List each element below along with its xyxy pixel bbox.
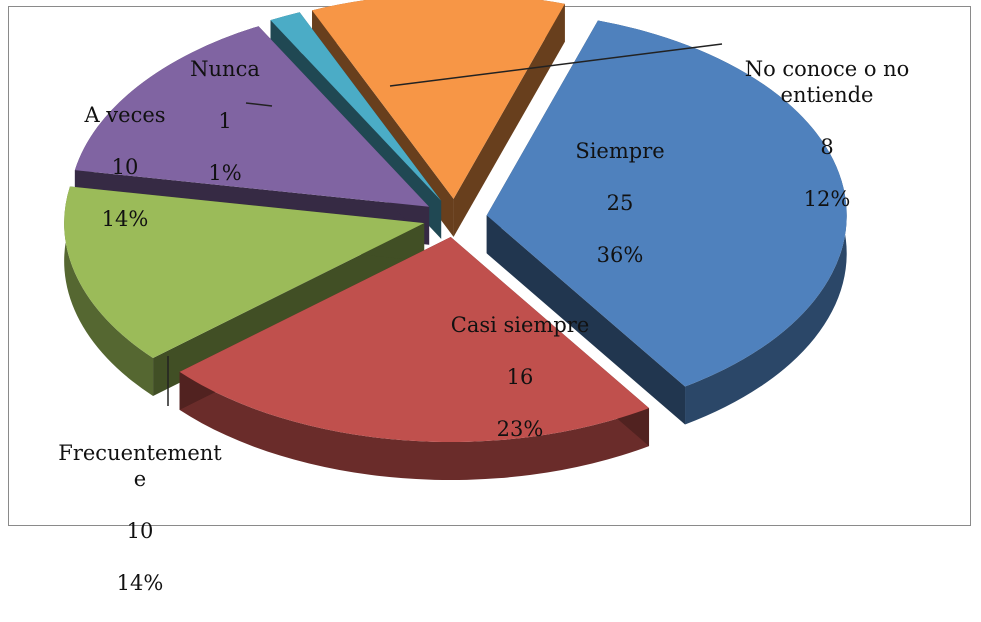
label-nunca-percent: 1% xyxy=(208,161,242,185)
label-nunca: Nunca 1 1% xyxy=(170,30,280,212)
label-siempre-name: Siempre xyxy=(575,139,665,163)
label-frecuentemente-value: 10 xyxy=(126,519,154,543)
label-siempre-percent: 36% xyxy=(596,243,644,267)
label-casi-siempre-name: Casi siempre xyxy=(450,313,590,337)
label-siempre-value: 25 xyxy=(606,191,634,215)
label-a-veces: A veces 10 14% xyxy=(60,76,190,258)
pie-slice-side-2 xyxy=(64,186,154,396)
label-casi-siempre-value: 16 xyxy=(506,365,534,389)
label-nunca-name: Nunca xyxy=(190,57,260,81)
label-a-veces-percent: 14% xyxy=(101,207,149,231)
label-no-conoce-value: 8 xyxy=(820,135,834,159)
label-casi-siempre: Casi siempre 16 23% xyxy=(410,286,630,468)
pie-slice-top-4 xyxy=(270,12,442,201)
pie-slice-0 xyxy=(486,20,847,425)
leader-line-no-conoce xyxy=(389,43,723,87)
label-frecuentemente-percent: 14% xyxy=(116,571,164,595)
pie-slice-top-3 xyxy=(74,26,430,207)
label-casi-siempre-percent: 23% xyxy=(496,417,544,441)
label-frecuentemente-name: Frecuentement e xyxy=(58,441,222,491)
label-no-conoce-name: No conoce o no entiende xyxy=(744,57,910,107)
label-no-conoce: No conoce o no entiende 8 12% xyxy=(722,30,932,238)
pie-slice-1 xyxy=(179,237,650,481)
label-a-veces-value: 10 xyxy=(111,155,139,179)
label-siempre: Siempre 25 36% xyxy=(520,112,720,294)
label-no-conoce-percent: 12% xyxy=(803,187,851,211)
pie-slice-side-1 xyxy=(179,371,650,481)
pie-slice-top-0 xyxy=(486,20,847,387)
pie-chart xyxy=(64,0,847,481)
pie-slice-top-5 xyxy=(312,0,565,199)
label-nunca-value: 1 xyxy=(218,109,232,133)
pie-slice-wall-5-1 xyxy=(453,3,565,237)
pie-slice-wall-0-1 xyxy=(486,215,686,425)
label-frecuentemente: Frecuentement e 10 14% xyxy=(30,414,250,622)
pie-slice-top-1 xyxy=(179,237,650,443)
label-a-veces-name: A veces xyxy=(84,103,166,127)
leader-line-nunca xyxy=(245,102,273,107)
pie-slice-top-2 xyxy=(64,186,425,358)
